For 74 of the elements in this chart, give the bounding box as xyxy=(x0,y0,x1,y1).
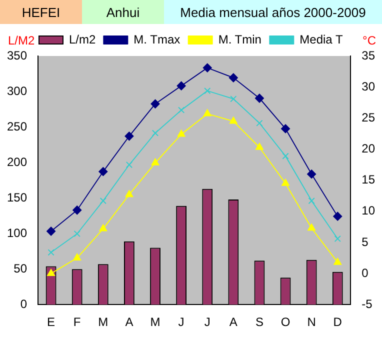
legend-label: L/m2 xyxy=(68,32,96,46)
chart-title: HEFEI xyxy=(0,0,82,24)
y-tick-label: 100 xyxy=(6,226,28,240)
point xyxy=(73,253,82,260)
y2-tick-label: -5 xyxy=(362,296,373,311)
point xyxy=(204,87,211,94)
point xyxy=(152,130,159,136)
point xyxy=(46,226,56,236)
y-axis-title: L/M2 xyxy=(8,33,36,48)
point xyxy=(333,212,342,221)
point xyxy=(282,152,289,160)
point xyxy=(229,116,238,124)
point xyxy=(176,81,186,90)
y2-tick-label: 5 xyxy=(362,234,369,249)
point xyxy=(256,120,263,126)
x-tick-label: D xyxy=(333,315,342,330)
y2-tick-label: 25 xyxy=(362,110,376,124)
point xyxy=(281,124,290,134)
point xyxy=(254,94,264,103)
x-tick-label: F xyxy=(73,315,81,330)
point xyxy=(150,99,160,108)
legend-label: M. Tmax xyxy=(134,32,180,46)
point xyxy=(47,269,56,276)
y2-tick-label: 15 xyxy=(362,172,376,187)
point xyxy=(48,249,54,256)
point xyxy=(307,170,316,179)
point xyxy=(98,167,108,176)
y2-axis-title: °C xyxy=(362,33,376,48)
point xyxy=(124,132,134,141)
x-tick-label: A xyxy=(125,315,134,330)
point xyxy=(202,63,212,72)
point xyxy=(308,197,315,204)
y-tick-label: 200 xyxy=(6,154,28,169)
y-tick-label: 250 xyxy=(6,119,28,134)
point xyxy=(178,106,185,114)
y2-tick-label: 30 xyxy=(362,79,376,94)
point xyxy=(228,73,238,82)
point xyxy=(177,130,186,137)
x-tick-label: J xyxy=(204,315,210,330)
y2-tick-label: 35 xyxy=(362,48,376,62)
y2-tick-label: 10 xyxy=(362,204,376,218)
y-tick-label: 300 xyxy=(6,84,28,98)
text: Media mensual años 2000-2009 xyxy=(164,0,382,24)
point xyxy=(72,206,82,215)
y2-tick-label: 20 xyxy=(362,142,376,156)
y-tick-label: 150 xyxy=(6,190,28,204)
y2-tick-label: 0 xyxy=(362,266,369,280)
point xyxy=(230,96,237,102)
y-tick-label: 50 xyxy=(14,261,28,276)
x-tick-label: M xyxy=(150,315,160,330)
x-tick-label: S xyxy=(255,315,264,330)
legend-label: M. Tmin xyxy=(218,32,262,46)
point xyxy=(100,197,106,204)
x-tick-label: E xyxy=(47,315,56,330)
point xyxy=(203,109,212,116)
x-tick-label: A xyxy=(229,315,238,330)
x-tick-label: O xyxy=(280,315,290,330)
chart-subtitle: Anhui xyxy=(82,0,164,24)
x-tick-label: M xyxy=(98,315,108,330)
point xyxy=(308,224,316,231)
point xyxy=(74,230,80,238)
legend-label: Media T xyxy=(300,32,344,46)
point xyxy=(151,158,160,166)
point xyxy=(256,142,264,150)
point xyxy=(334,258,342,265)
point xyxy=(334,235,341,242)
x-tick-label: N xyxy=(307,315,316,330)
point xyxy=(125,190,134,198)
point xyxy=(99,224,108,232)
point xyxy=(126,161,133,168)
x-tick-label: J xyxy=(178,315,184,330)
point xyxy=(282,178,290,186)
y-tick-label: 0 xyxy=(20,296,28,311)
y-tick-label: 350 xyxy=(6,48,28,62)
